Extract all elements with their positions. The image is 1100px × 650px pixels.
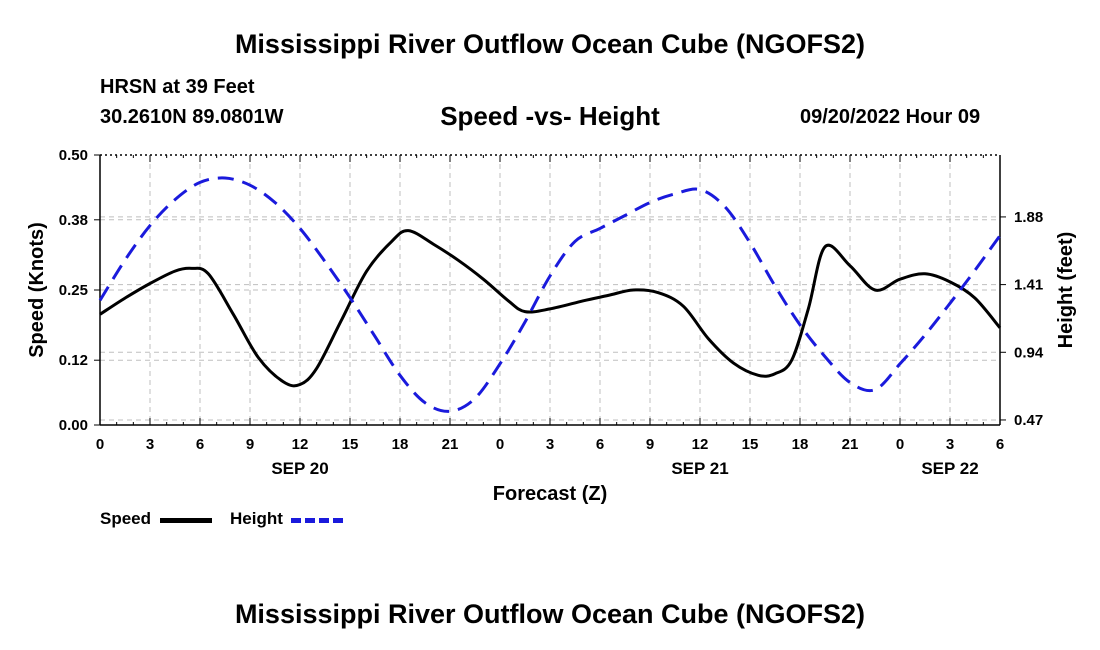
height-series-line bbox=[98, 176, 1002, 413]
x-date-label: SEP 22 bbox=[921, 459, 978, 478]
station-coordinates: 30.2610N 89.0801W bbox=[100, 106, 284, 128]
x-tick-label: 18 bbox=[792, 436, 809, 453]
x-tick-label: 21 bbox=[442, 436, 459, 453]
y-axis-title: Speed (Knots) bbox=[26, 222, 48, 358]
x-tick-label: 15 bbox=[342, 436, 359, 453]
x-tick-label: 6 bbox=[996, 436, 1004, 453]
chart-subtitle: Speed -vs- Height bbox=[440, 101, 660, 131]
x-tick-label: 0 bbox=[896, 436, 904, 453]
y2-tick-label: 0.47 bbox=[1014, 412, 1043, 429]
station-label: HRSN at 39 Feet bbox=[100, 76, 255, 98]
x-tick-label: 3 bbox=[946, 436, 954, 453]
legend-height-line bbox=[291, 518, 343, 523]
y2-tick-label: 1.41 bbox=[1014, 277, 1043, 294]
x-tick-label: 12 bbox=[292, 436, 309, 453]
x-date-label: SEP 21 bbox=[671, 459, 728, 478]
x-tick-label: 3 bbox=[546, 436, 554, 453]
footer-title: Mississippi River Outflow Ocean Cube (NG… bbox=[234, 599, 866, 629]
y2-axis-title: Height (feet) bbox=[1055, 232, 1077, 349]
y-tick-label: 0.12 bbox=[59, 352, 88, 369]
legend-speed-line bbox=[160, 518, 212, 523]
forecast-datetime: 09/20/2022 Hour 09 bbox=[800, 106, 981, 128]
x-tick-label: 6 bbox=[196, 436, 204, 453]
x-tick-label: 9 bbox=[646, 436, 654, 453]
x-date-label: SEP 20 bbox=[271, 459, 328, 478]
chart-title: Mississippi River Outflow Ocean Cube (NG… bbox=[234, 29, 866, 59]
x-tick-label: 18 bbox=[392, 436, 409, 453]
x-tick-label: 21 bbox=[842, 436, 859, 453]
x-tick-label: 0 bbox=[496, 436, 504, 453]
y-tick-label: 0.38 bbox=[59, 212, 88, 229]
x-tick-label: 12 bbox=[692, 436, 709, 453]
x-tick-label: 15 bbox=[742, 436, 759, 453]
legend-height-label: Height bbox=[230, 509, 283, 528]
x-tick-label: 6 bbox=[596, 436, 604, 453]
y-tick-label: 0.25 bbox=[59, 282, 88, 299]
y-tick-label: 0.50 bbox=[59, 147, 88, 164]
x-axis-title: Forecast (Z) bbox=[493, 483, 607, 505]
y-tick-label: 0.00 bbox=[59, 417, 88, 434]
y2-tick-label: 0.94 bbox=[1014, 344, 1044, 361]
speed-series-line bbox=[99, 229, 1002, 388]
x-tick-label: 9 bbox=[246, 436, 254, 453]
x-tick-label: 3 bbox=[146, 436, 154, 453]
y2-tick-label: 1.88 bbox=[1014, 209, 1043, 226]
x-tick-label: 0 bbox=[96, 436, 104, 453]
legend-speed-label: Speed bbox=[100, 509, 152, 528]
